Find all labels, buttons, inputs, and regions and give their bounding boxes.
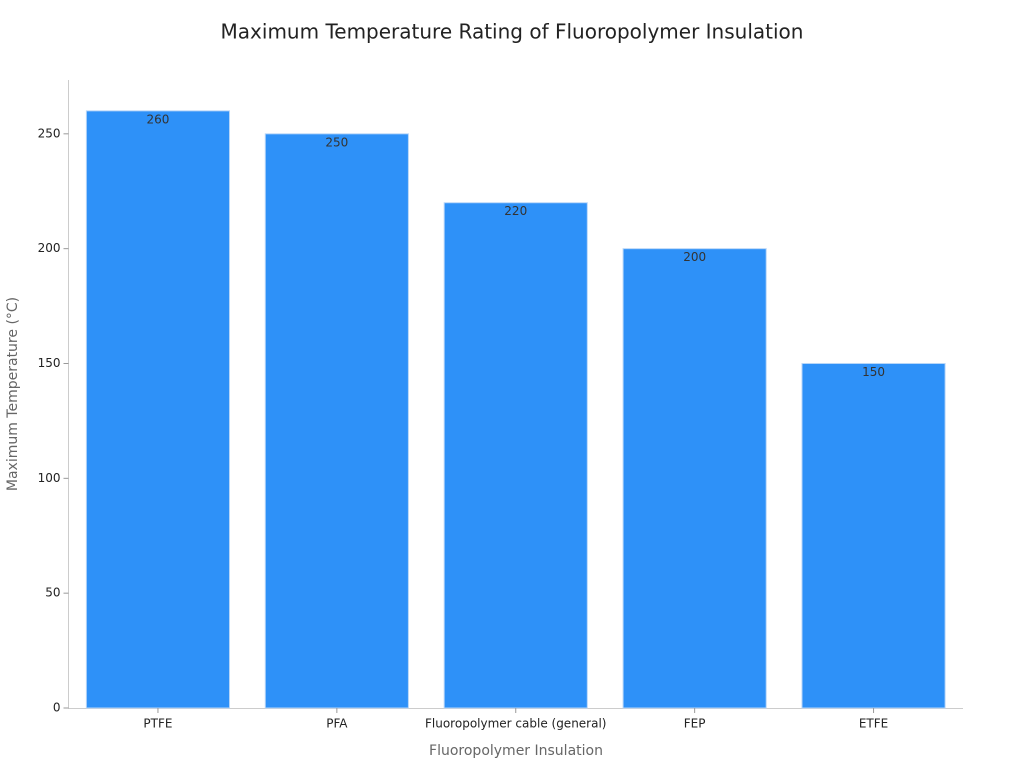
- x-tick-label: Fluoropolymer cable (general): [425, 717, 606, 731]
- x-tick-label: PTFE: [143, 717, 172, 731]
- bar: [264, 133, 409, 709]
- value-label: 150: [862, 365, 885, 379]
- bar: [801, 362, 946, 709]
- bar: [622, 248, 767, 709]
- x-tick-label: FEP: [684, 717, 706, 731]
- x-axis-title: Fluoropolymer Insulation: [429, 743, 603, 759]
- bar: [85, 110, 231, 709]
- bar: [443, 202, 588, 709]
- y-axis-title: Maximum Temperature (°C): [5, 297, 21, 491]
- y-tick-label: 50: [45, 586, 60, 600]
- y-tick-label: 100: [38, 471, 61, 485]
- value-label: 250: [325, 135, 348, 149]
- y-tick-label: 150: [38, 356, 61, 370]
- y-tick-label: 200: [38, 241, 61, 255]
- x-tick-label: PFA: [326, 717, 348, 731]
- value-label: 260: [146, 112, 169, 126]
- y-tick-label: 250: [38, 126, 61, 140]
- chart-title: Maximum Temperature Rating of Fluoropoly…: [221, 20, 804, 44]
- value-label: 200: [683, 250, 706, 264]
- y-tick-label: 0: [53, 701, 61, 715]
- value-label: 220: [504, 204, 527, 218]
- x-tick-label: ETFE: [859, 717, 888, 731]
